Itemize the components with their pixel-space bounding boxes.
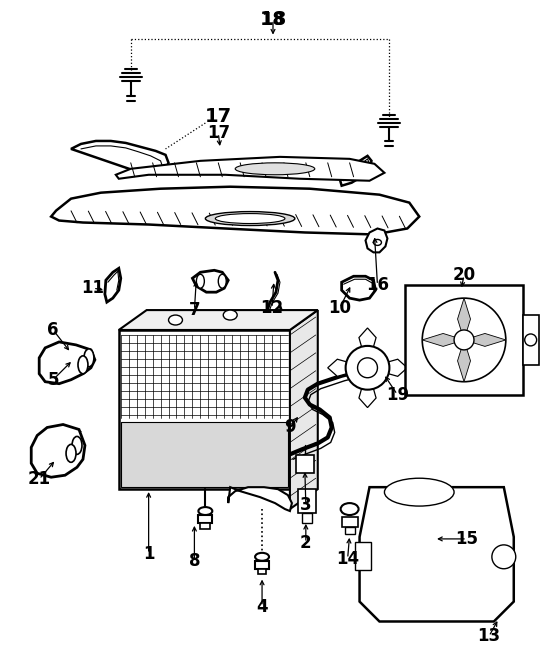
Polygon shape [192,270,228,292]
Polygon shape [328,359,367,376]
Text: 3: 3 [300,496,312,514]
Polygon shape [105,268,121,302]
Text: 1: 1 [143,545,155,563]
Polygon shape [39,342,95,383]
Bar [258,569,266,574]
Polygon shape [365,229,388,253]
Circle shape [492,545,516,569]
Bar [342,517,358,527]
Polygon shape [228,487,292,511]
Polygon shape [290,310,318,509]
Text: 16: 16 [366,276,389,294]
Text: 13: 13 [477,628,501,645]
Polygon shape [367,359,407,376]
Ellipse shape [384,478,454,506]
Bar [354,542,371,570]
Ellipse shape [169,315,182,325]
Text: 12: 12 [260,299,283,317]
Bar [405,285,523,395]
Text: 17: 17 [207,124,230,142]
Ellipse shape [78,356,88,374]
Ellipse shape [66,445,76,462]
Bar [296,455,314,473]
Polygon shape [116,157,384,181]
Text: 6: 6 [48,321,59,339]
Polygon shape [121,421,288,487]
Bar [345,527,354,534]
Text: 20: 20 [453,266,476,284]
Bar [523,315,539,365]
Text: 5: 5 [48,370,59,389]
Polygon shape [458,340,471,381]
Text: 14: 14 [336,550,359,568]
Bar [298,489,316,513]
Circle shape [358,358,377,378]
Polygon shape [422,333,464,346]
Ellipse shape [197,274,204,288]
Ellipse shape [198,507,212,515]
Text: 11: 11 [81,279,104,298]
Ellipse shape [235,163,315,174]
Polygon shape [360,487,514,622]
Text: 18: 18 [262,10,284,29]
Bar [200,523,210,529]
Polygon shape [464,333,506,346]
Text: 19: 19 [386,385,409,404]
Text: 9: 9 [284,419,296,436]
Polygon shape [31,424,85,477]
Polygon shape [340,156,371,186]
Polygon shape [458,298,471,340]
Circle shape [454,330,474,350]
Text: 8: 8 [189,552,200,570]
Text: 17: 17 [205,107,232,126]
Polygon shape [71,141,169,173]
Ellipse shape [72,436,82,454]
Bar [198,515,212,523]
Ellipse shape [373,240,382,245]
Circle shape [422,298,506,381]
Ellipse shape [223,310,237,320]
Text: 21: 21 [28,470,51,488]
Ellipse shape [84,349,94,367]
Polygon shape [119,310,318,330]
Text: 10: 10 [328,299,351,317]
Ellipse shape [215,214,285,223]
Circle shape [525,334,537,346]
Polygon shape [119,330,290,489]
Bar [255,561,269,569]
Polygon shape [342,276,376,300]
Ellipse shape [218,274,226,288]
Ellipse shape [205,212,295,225]
Polygon shape [51,187,419,234]
Text: 2: 2 [300,534,312,552]
Circle shape [346,346,389,390]
Text: 7: 7 [188,301,200,319]
Bar [302,513,312,523]
Polygon shape [359,368,376,408]
Ellipse shape [341,503,359,515]
Text: 18: 18 [259,10,287,29]
Text: 15: 15 [455,530,478,548]
Text: 4: 4 [256,598,268,616]
Polygon shape [359,328,376,368]
Ellipse shape [255,553,269,561]
